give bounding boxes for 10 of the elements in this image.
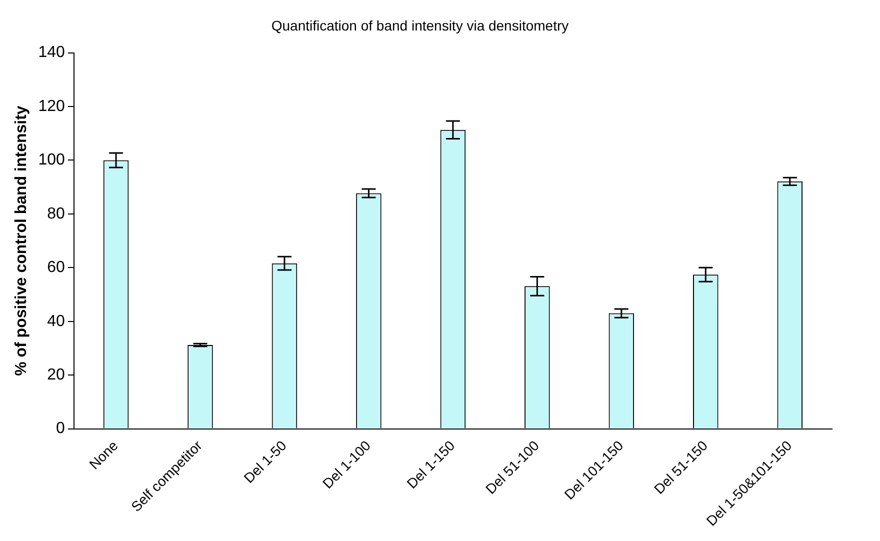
y-tick-label: 60: [47, 259, 65, 276]
y-tick-label: 0: [56, 420, 65, 438]
y-tick-label: 80: [47, 205, 65, 222]
y-tick-label: 40: [47, 312, 65, 330]
y-tick-label: 140: [38, 44, 65, 62]
y-tick-label: 100: [38, 152, 65, 169]
y-tick-label: 20: [47, 366, 65, 384]
chart-title: Quantification of band intensity via densitometry: [271, 17, 569, 34]
y-tick-label: 120: [38, 98, 65, 115]
y-axis-title: % of positive control band intensity: [13, 106, 30, 376]
